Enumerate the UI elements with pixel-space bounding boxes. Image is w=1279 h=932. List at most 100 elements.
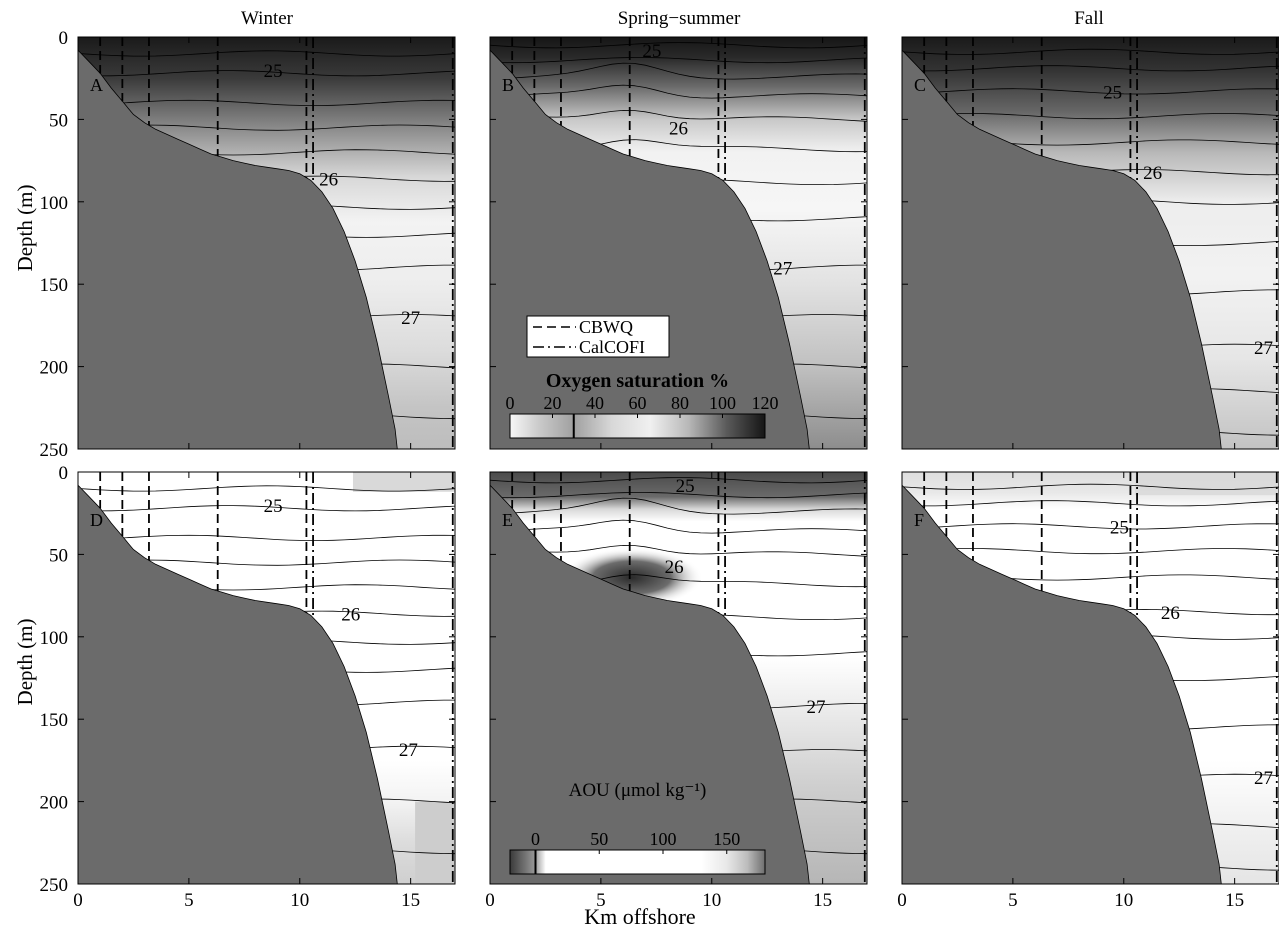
isopycnal-line [902,483,1279,490]
colorbar-tick-label: 0 [506,393,515,413]
y-tick-label: 200 [40,793,69,814]
y-tick-label: 50 [49,545,68,566]
isopycnal-line [78,534,455,541]
isopycnal-label-26: 26 [665,557,684,578]
seafloor [902,484,1222,884]
y-axis-label-top: Depth (m) [13,185,37,272]
panel-frame [901,36,1279,450]
y-tick-label: 0 [59,463,69,484]
isopycnal-label-27: 27 [1254,338,1273,359]
panel-E: 25 26 27 E 0 5 10 15 [485,471,868,911]
y-tick-label: 200 [40,358,69,379]
panel-letter: D [90,510,103,530]
y-tick-label: 150 [40,710,69,731]
isopycnal-label-25: 25 [1103,82,1122,103]
panel-letter: F [914,510,924,530]
y-tick-label: 100 [40,628,69,649]
panel-A: 25 26 27 A 0 50 100 150 200 250 [40,28,456,461]
panel-F: 25 26 27 F 0 5 10 15 [897,471,1279,911]
column-title-fall: Fall [1074,8,1104,29]
x-tick-label: 15 [401,890,420,911]
isopycnal-line [902,548,1279,555]
isopycnal-line [490,477,867,484]
isopycnal-line [902,48,1279,55]
isopycnal-line [78,485,455,492]
colorbar-tick-label: 0 [531,829,540,849]
isopycnal-label-26: 26 [1143,163,1162,184]
isopycnal-line [490,62,867,80]
panel-frame [77,36,456,450]
colorbar-tick-label: 80 [671,393,689,413]
x-tick-label: 5 [596,890,606,911]
x-tick-label: 10 [1114,890,1133,911]
legend-label-cbwq: CBWQ [579,317,633,337]
seafloor [902,49,1222,449]
colorbar-tick-label: 60 [629,393,647,413]
x-tick-label: 10 [290,890,309,911]
colorbar-title: Oxygen saturation % [546,370,729,392]
isopycnal-line [490,57,867,64]
colorbar-tick-label: 40 [586,393,604,413]
panel-letter: C [914,75,926,95]
panel-frame [489,471,868,885]
panel-frame [77,471,456,885]
isopycnal-label-27: 27 [773,259,792,280]
x-tick-label: 15 [1225,890,1244,911]
y-tick-label: 250 [40,875,69,896]
legend-box [526,315,670,358]
isopycnal-label-25: 25 [642,41,661,62]
y-tick-label: 100 [40,193,69,214]
y-axis-label-bottom: Depth (m) [13,619,37,706]
colorbar-tick-label: 100 [709,393,736,413]
panel-letter: B [502,75,514,95]
isopycnal-label-27: 27 [1254,768,1273,789]
x-tick-label: 15 [813,890,832,911]
isopycnal-label-27: 27 [399,740,418,761]
isopycnal-line [78,70,455,77]
colorbar-tick-label: 100 [650,829,677,849]
y-tick-label: 0 [59,28,69,49]
seafloor [78,484,398,884]
column-title-winter: Winter [241,8,294,29]
isopycnal-label-26: 26 [669,119,688,140]
colorbar-bar [509,849,766,875]
colorbar-oxygen: Oxygen saturation % 0 20 40 60 80 100 120 [506,370,779,439]
isopycnal-label-25: 25 [1110,517,1129,538]
surface-patch [352,472,455,492]
x-tick-label: 5 [184,890,194,911]
isopycnal-label-25: 25 [676,476,695,497]
isopycnal-line [490,544,867,557]
isopycnal-line [902,523,1279,530]
x-tick-label: 5 [1008,890,1018,911]
x-tick-label: 0 [897,890,907,911]
isopycnal-label-26: 26 [1161,603,1180,624]
legend-label-calcofi: CalCOFI [579,337,645,357]
isopycnal-line [78,50,455,57]
isopycnal-line [902,65,1279,72]
panel-letter: A [90,75,103,95]
isopycnal-line [490,492,867,499]
x-tick-label: 10 [702,890,721,911]
isopycnal-label-27: 27 [401,308,420,329]
isopycnal-line [490,109,867,122]
x-tick-label: 0 [485,890,495,911]
colorbar-tick-label: 20 [544,393,562,413]
panel-C: 25 26 27 C [901,36,1279,450]
isopycnal-line [78,99,455,106]
column-title-spring-summer: Spring−summer [618,8,741,29]
surface-patch [1134,472,1279,496]
y-tick-label: 150 [40,275,69,296]
y-tick-label: 50 [49,110,68,131]
isopycnal-line [902,500,1279,507]
colorbar-tick-label: 150 [713,829,740,849]
panel-letter: E [502,510,513,530]
panel-frame [901,471,1279,885]
isopycnal-label-26: 26 [341,605,360,626]
seafloor [78,49,398,449]
isopycnal-label-27: 27 [806,697,825,718]
isopycnal-label-25: 25 [264,496,283,517]
